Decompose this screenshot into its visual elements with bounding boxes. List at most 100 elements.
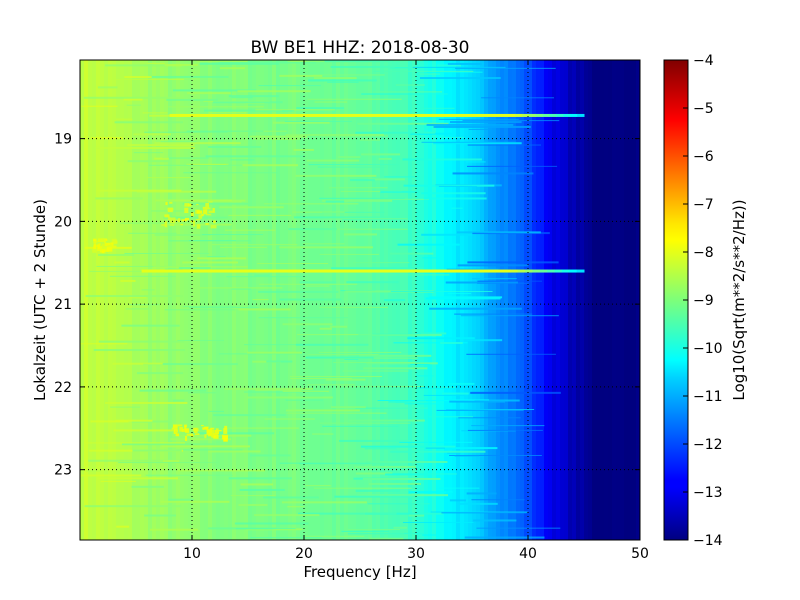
heatmap-line-segment	[231, 113, 240, 117]
heatmap-streak	[182, 261, 238, 264]
heatmap-streak	[116, 525, 130, 528]
heatmap-streak	[447, 452, 461, 454]
heatmap-streak	[471, 425, 545, 427]
heatmap-streak	[247, 396, 333, 399]
heatmap-streak	[162, 157, 209, 159]
heatmap-streak	[329, 218, 408, 220]
heatmap-streak	[472, 278, 517, 280]
heatmap-bright-patch	[201, 213, 204, 217]
heatmap-streak	[154, 142, 241, 145]
heatmap-line-segment	[392, 269, 401, 273]
x-tick-label: 40	[519, 546, 537, 562]
heatmap-streak	[390, 67, 409, 69]
heatmap-streak	[243, 391, 327, 393]
heatmap-line-segment	[370, 269, 379, 273]
heatmap-streak	[342, 219, 407, 221]
heatmap-streak	[318, 351, 402, 353]
heatmap-streak	[345, 290, 434, 293]
colorbar-label: Log10(Sqrt(m**2/s**2/Hz))	[730, 199, 748, 400]
heatmap-streak	[322, 211, 385, 213]
heatmap-line-segment	[466, 269, 474, 273]
heatmap-streak	[466, 353, 556, 355]
heatmap-streak	[365, 512, 443, 515]
heatmap-line-segment	[237, 269, 246, 273]
heatmap-line-segment	[222, 269, 231, 273]
heatmap-streak	[126, 104, 141, 106]
heatmap-streak	[410, 363, 431, 365]
heatmap-streak	[205, 155, 306, 158]
heatmap-streak	[372, 91, 443, 93]
heatmap-column	[540, 60, 545, 540]
heatmap-column	[228, 60, 233, 540]
heatmap-streak	[399, 441, 473, 443]
heatmap-bright-patch	[178, 218, 181, 223]
colorbar-axis: −4 −5 −6 −7 −8 −9 −10 −11 −12 −13 −14	[683, 53, 723, 549]
heatmap-streak	[325, 200, 345, 203]
heatmap-bright-patch	[213, 434, 219, 439]
heatmap-streak	[131, 485, 164, 488]
heatmap-streak	[100, 480, 136, 482]
heatmap-column	[588, 60, 593, 540]
heatmap-streak	[449, 454, 542, 456]
heatmap-column	[232, 60, 237, 540]
heatmap-streak	[228, 95, 279, 98]
heatmap-streak	[322, 425, 399, 427]
heatmap-bright-patch	[205, 223, 209, 225]
heatmap-line-segment	[399, 269, 408, 273]
colorbar-tick-label: −10	[693, 341, 723, 357]
heatmap-streak	[244, 344, 305, 346]
heatmap-streak	[234, 522, 309, 525]
heatmap-column	[248, 60, 253, 540]
heatmap-streak	[182, 202, 249, 205]
heatmap-line-segment	[245, 113, 253, 117]
heatmap-bright-patch	[208, 429, 215, 436]
heatmap-streak	[154, 234, 211, 236]
heatmap-bright-patch	[169, 217, 176, 224]
heatmap-streak	[404, 532, 426, 534]
heatmap-column	[612, 60, 617, 540]
heatmap-line-segment	[300, 113, 309, 117]
heatmap-column	[108, 60, 113, 540]
heatmap-streak	[330, 65, 395, 68]
heatmap-column	[432, 60, 437, 540]
heatmap-streak	[127, 160, 169, 163]
heatmap-line-segment	[487, 113, 495, 117]
heatmap-column	[164, 60, 169, 540]
heatmap-streak	[228, 427, 299, 429]
heatmap-column	[604, 60, 609, 540]
heatmap-line-segment	[163, 269, 172, 273]
heatmap-line-segment	[333, 269, 342, 273]
colorbar-tick-label: −4	[693, 53, 714, 69]
heatmap-column	[276, 60, 281, 540]
heatmap-streak	[97, 477, 178, 480]
heatmap-bright-patch	[188, 203, 192, 207]
heatmap-streak	[403, 184, 495, 187]
heatmap-streak	[230, 159, 255, 161]
heatmap-column	[512, 60, 517, 540]
heatmap-streak	[170, 438, 232, 441]
heatmap-streak	[162, 460, 180, 463]
heatmap-line-segment	[501, 113, 509, 117]
heatmap-bright-patch	[93, 243, 97, 249]
heatmap-streak	[279, 74, 323, 77]
heatmap-streak	[447, 293, 472, 295]
heatmap-bright-patch	[181, 219, 187, 222]
heatmap-column	[480, 60, 485, 540]
y-axis-label: Lokalzeit (UTC + 2 Stunde)	[31, 199, 49, 401]
heatmap-streak	[247, 351, 302, 354]
heatmap-streak	[202, 234, 264, 236]
heatmap-column	[536, 60, 541, 540]
heatmap-streak	[375, 60, 423, 62]
heatmap-streak	[231, 97, 253, 99]
heatmap-column	[380, 60, 385, 540]
heatmap-streak	[441, 512, 527, 514]
heatmap-streak	[230, 495, 276, 497]
heatmap-line-segment	[349, 113, 357, 117]
heatmap-bright-patch	[222, 434, 228, 440]
heatmap-bright-patch	[202, 206, 206, 209]
heatmap-streak	[250, 454, 291, 457]
heatmap-streak	[163, 216, 228, 219]
heatmap-streak	[127, 144, 195, 147]
heatmap-line-segment	[532, 269, 541, 273]
grid-lines	[80, 60, 640, 540]
